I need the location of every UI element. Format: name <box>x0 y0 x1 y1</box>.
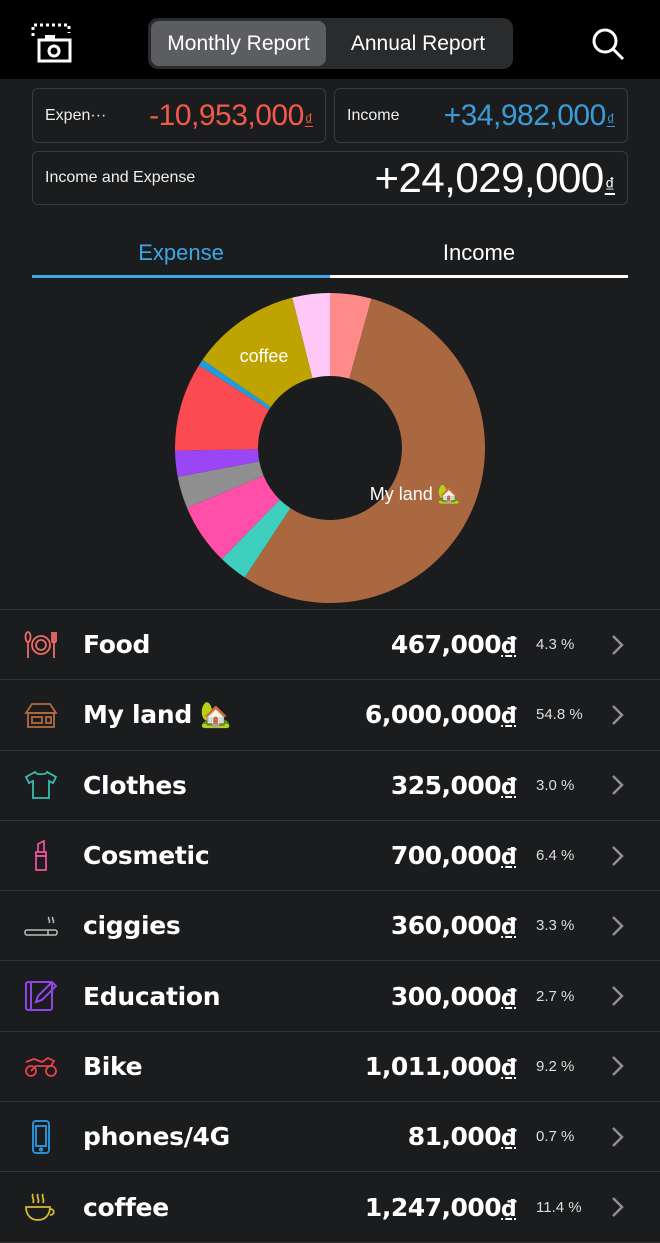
cigarette-icon <box>22 909 60 943</box>
category-row[interactable]: phones/4G 81,000₫ 0.7 % <box>0 1102 660 1173</box>
donut-slice[interactable] <box>177 461 264 508</box>
tab-annual-report[interactable]: Annual Report <box>350 31 486 55</box>
tab-expense[interactable]: Expense <box>32 232 330 278</box>
chevron-right-icon[interactable] <box>610 985 624 1007</box>
expense-donut-chart: My land 🏡 coffee <box>175 293 485 603</box>
house-icon <box>22 698 60 732</box>
category-percent: 0.7 % <box>536 1128 575 1146</box>
category-amount: 700,000₫ <box>390 841 517 871</box>
category-amount: 81,000₫ <box>407 1122 517 1152</box>
category-name: coffee <box>83 1192 169 1222</box>
net-card: Income and Expense +24,029,000₫ <box>32 151 628 205</box>
category-row[interactable]: Cosmetic 700,000₫ 6.4 % <box>0 821 660 892</box>
smartphone-icon <box>22 1119 60 1154</box>
expense-amount: -10,953,000₫ <box>149 98 313 132</box>
category-amount: 467,000₫ <box>390 630 517 660</box>
category-name: Bike <box>83 1051 143 1081</box>
category-row[interactable]: Food 467,000₫ 4.3 % <box>0 610 660 681</box>
lipstick-icon <box>22 839 60 873</box>
chevron-right-icon[interactable] <box>610 915 624 937</box>
income-card[interactable]: Income +34,982,000₫ <box>334 88 628 143</box>
category-percent: 3.3 % <box>536 917 575 935</box>
category-percent: 9.2 % <box>536 1057 575 1075</box>
category-name: phones/4G <box>83 1122 230 1152</box>
income-amount: +34,982,000₫ <box>443 98 615 132</box>
category-percent: 11.4 % <box>536 1198 582 1216</box>
net-label: Income and Expense <box>45 169 196 186</box>
report-segmented-control: Monthly Report Annual Report <box>148 18 513 69</box>
chevron-right-icon[interactable] <box>610 845 624 867</box>
category-percent: 4.3 % <box>536 636 575 654</box>
chevron-right-icon[interactable] <box>610 634 624 656</box>
category-percent: 54.8 % <box>536 706 583 724</box>
notebook-pen-icon <box>22 979 60 1013</box>
top-bar: Monthly Report Annual Report <box>0 0 660 79</box>
tshirt-icon <box>22 768 60 802</box>
type-tabs: Expense Income <box>32 232 628 278</box>
category-row[interactable]: ciggies 360,000₫ 3.3 % <box>0 891 660 962</box>
income-label: Income <box>347 106 400 124</box>
donut-slice[interactable] <box>202 297 313 407</box>
search-icon[interactable] <box>590 26 626 62</box>
category-percent: 3.0 % <box>536 776 575 794</box>
category-name: Food <box>83 630 151 660</box>
chevron-right-icon[interactable] <box>610 774 624 796</box>
category-amount: 325,000₫ <box>390 770 517 800</box>
chevron-right-icon[interactable] <box>610 1126 624 1148</box>
expense-label: Expen··· <box>45 106 107 124</box>
chevron-right-icon[interactable] <box>610 704 624 726</box>
donut-slice[interactable] <box>175 365 270 451</box>
category-row[interactable]: coffee 1,247,000₫ 11.4 % <box>0 1172 660 1243</box>
category-name: ciggies <box>83 911 181 941</box>
motorbike-icon <box>22 1049 60 1083</box>
donut-slice[interactable] <box>198 359 271 410</box>
donut-slice[interactable] <box>292 293 330 379</box>
donut-slice[interactable] <box>175 449 260 477</box>
net-amount: +24,029,000₫ <box>374 154 616 201</box>
screenshot-camera-icon[interactable] <box>30 22 74 64</box>
fork-plate-knife-icon <box>22 628 60 662</box>
category-amount: 360,000₫ <box>390 911 517 941</box>
category-amount: 1,247,000₫ <box>364 1192 517 1222</box>
expense-card[interactable]: Expen··· -10,953,000₫ <box>32 88 326 143</box>
category-row[interactable]: Bike 1,011,000₫ 9.2 % <box>0 1032 660 1103</box>
category-row[interactable]: Clothes 325,000₫ 3.0 % <box>0 751 660 821</box>
donut-slice[interactable] <box>244 298 485 603</box>
category-row[interactable]: Education 300,000₫ 2.7 % <box>0 961 660 1032</box>
category-row[interactable]: My land 🏡 6,000,000₫ 54.8 % <box>0 680 660 751</box>
donut-slice[interactable] <box>330 293 372 379</box>
category-percent: 2.7 % <box>536 987 575 1005</box>
coffee-cup-icon <box>22 1190 60 1224</box>
category-amount: 6,000,000₫ <box>364 700 517 730</box>
category-name: My land 🏡 <box>83 699 232 729</box>
category-name: Clothes <box>83 770 187 800</box>
chevron-right-icon[interactable] <box>610 1196 624 1218</box>
category-name: Cosmetic <box>83 841 210 871</box>
category-list: Food 467,000₫ 4.3 % My land 🏡 6,000,000₫… <box>0 609 660 1243</box>
tab-monthly-report[interactable]: Monthly Report <box>151 21 326 66</box>
category-amount: 300,000₫ <box>390 981 517 1011</box>
donut-slice-label: My land 🏡 <box>370 484 460 504</box>
category-amount: 1,011,000₫ <box>364 1051 517 1081</box>
donut-slice-label: coffee <box>240 346 289 366</box>
category-percent: 6.4 % <box>536 847 575 865</box>
chevron-right-icon[interactable] <box>610 1055 624 1077</box>
donut-slice[interactable] <box>221 499 291 578</box>
donut-slice[interactable] <box>186 475 280 560</box>
tab-income[interactable]: Income <box>330 232 628 278</box>
category-name: Education <box>83 981 221 1011</box>
